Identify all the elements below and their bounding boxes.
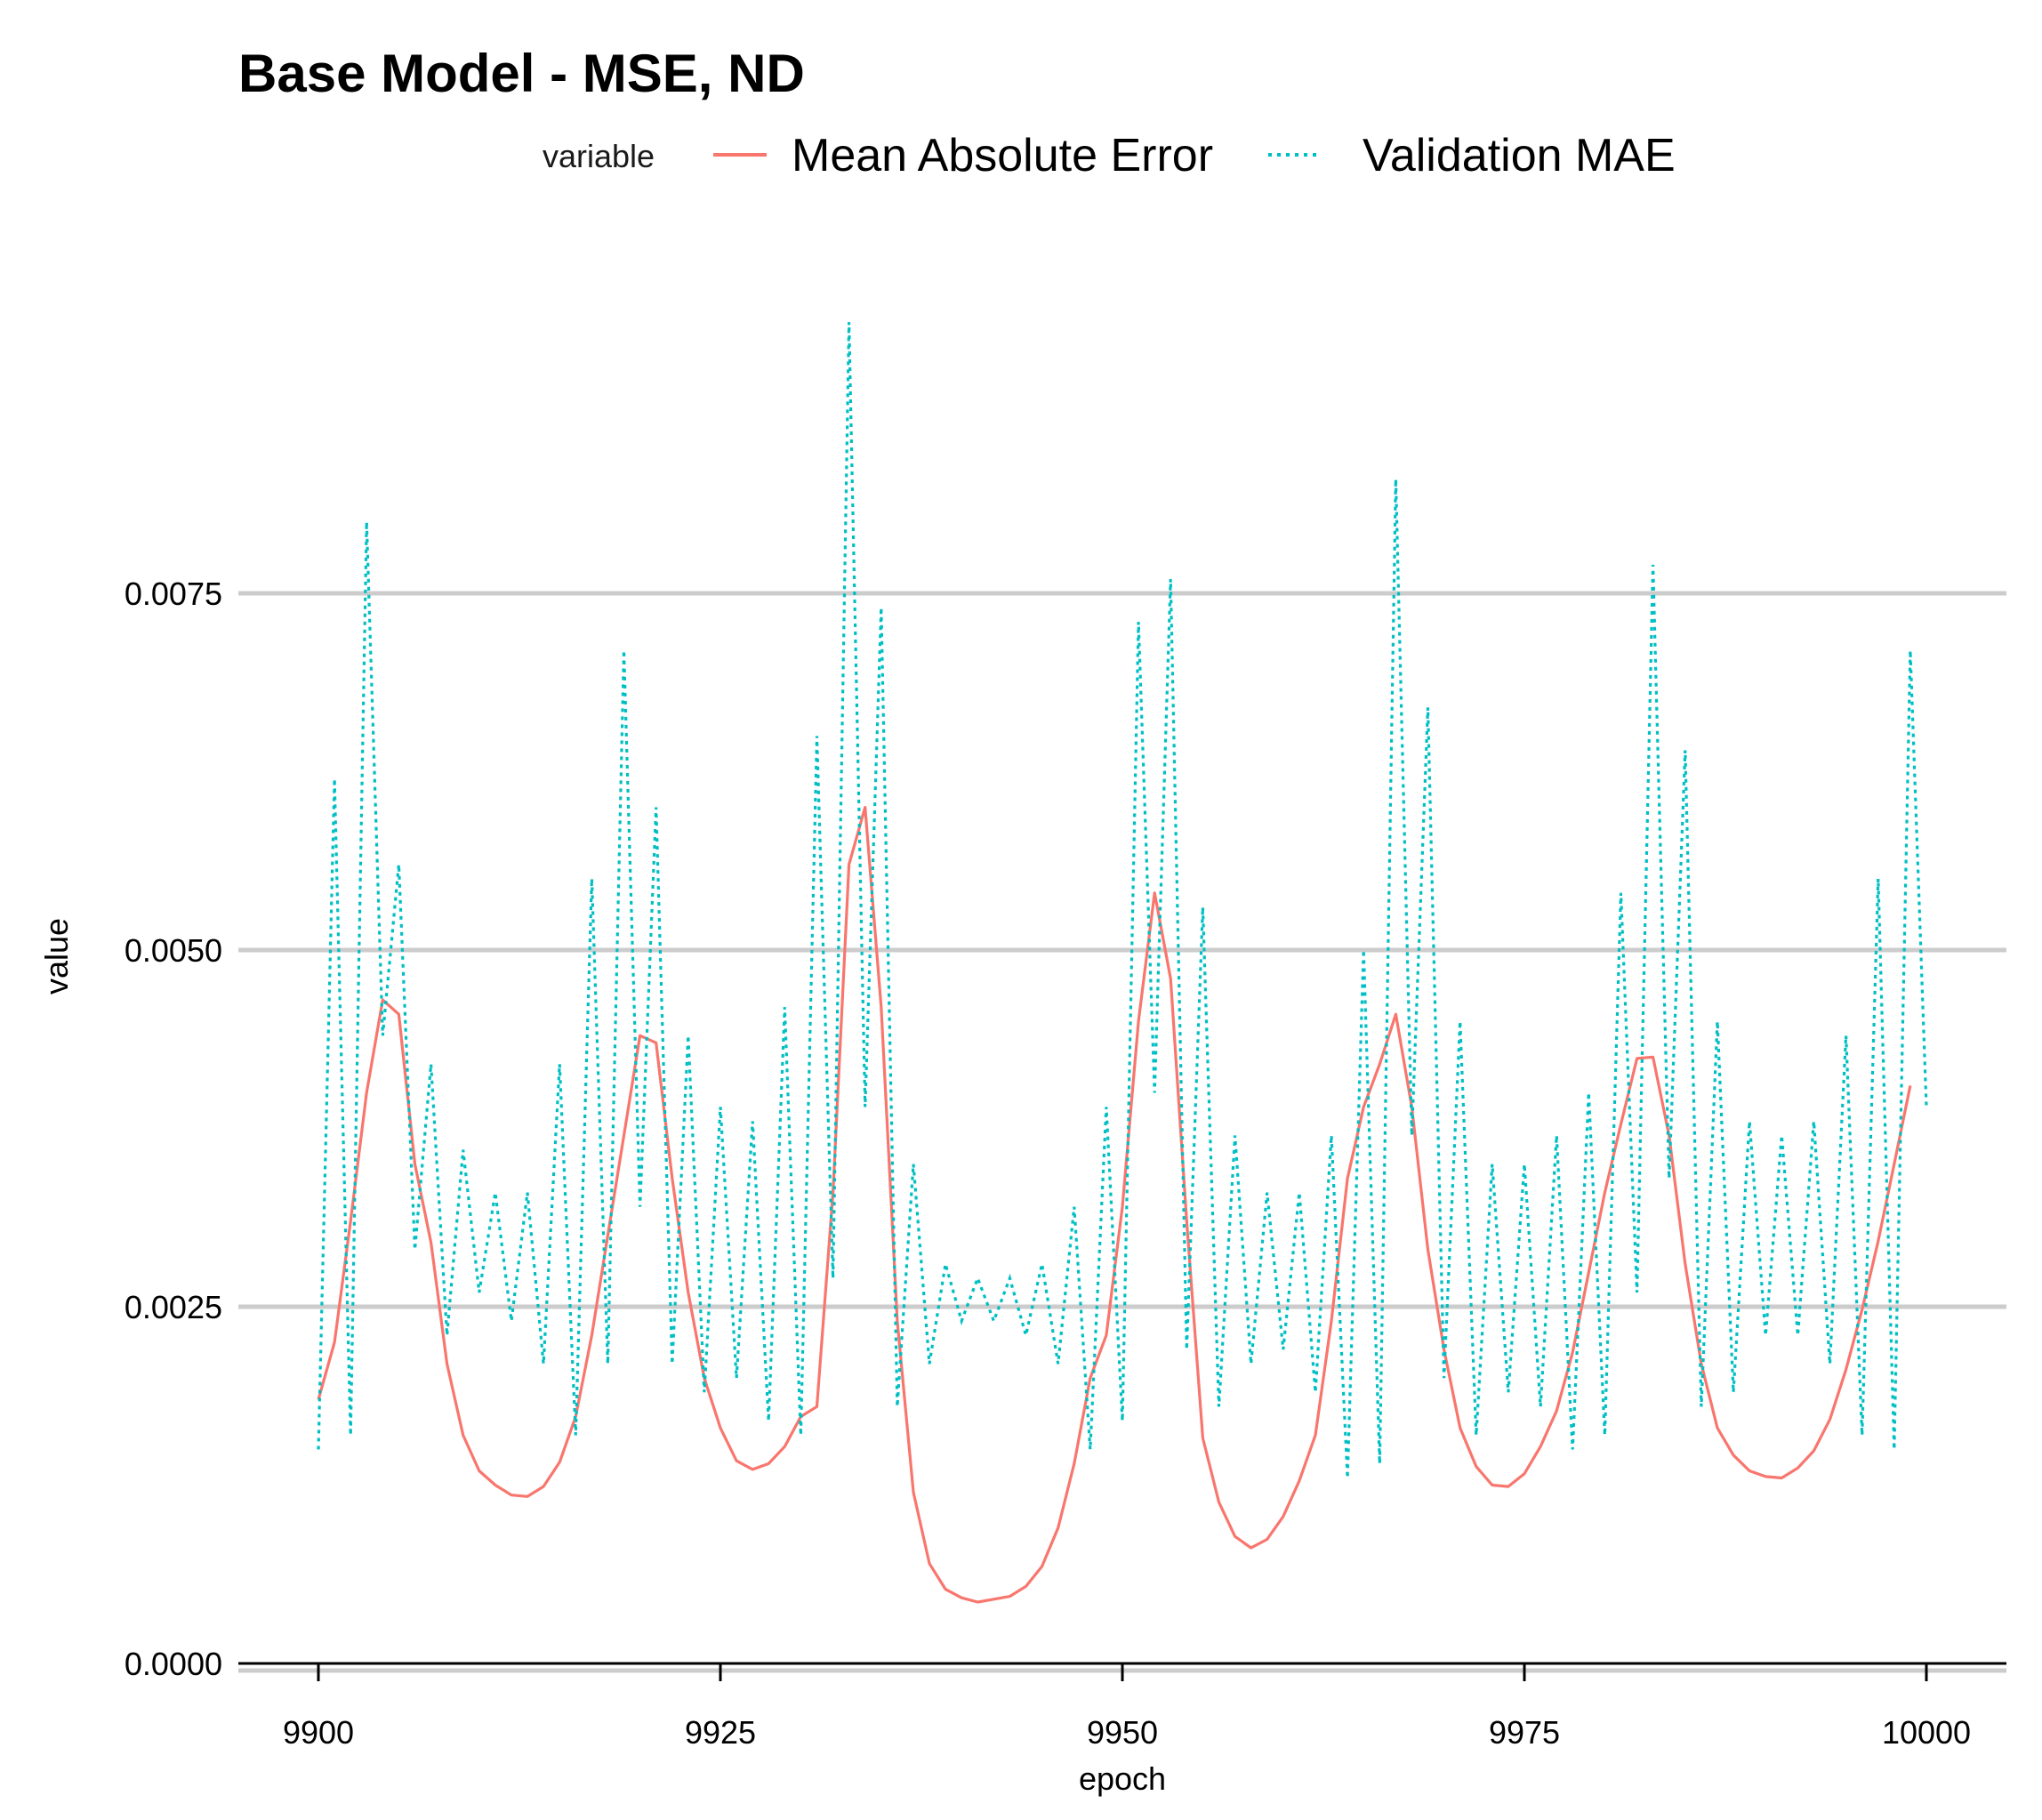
- gridlines: [238, 591, 2006, 1673]
- x-tick-label: 9950: [1087, 1714, 1158, 1751]
- series-layer: [317, 322, 1928, 1604]
- x-tick-label: 9925: [685, 1714, 756, 1751]
- y-tick-label: 0.0075: [125, 576, 222, 612]
- chart-title: Base Model - MSE, ND: [238, 44, 805, 103]
- y-axis-label: value: [38, 918, 75, 995]
- x-tick-label: 10000: [1882, 1714, 1971, 1751]
- x-axis-label: epoch: [1079, 1760, 1166, 1797]
- series-mean-absolute-error: [317, 805, 1912, 1604]
- y-tick-label: 0.0025: [125, 1289, 222, 1325]
- legend-title: variable: [543, 138, 655, 174]
- y-axis-ticks: 0.0000 0.0025 0.0050 0.0075: [125, 576, 222, 1682]
- legend-label-validation-mae: Validation MAE: [1363, 130, 1676, 181]
- legend-label-mean-absolute-error: Mean Absolute Error: [792, 130, 1213, 181]
- y-tick-label: 0.0000: [125, 1646, 222, 1682]
- x-tick-label: 9975: [1489, 1714, 1560, 1751]
- y-tick-label: 0.0050: [125, 932, 222, 969]
- legend: variable Mean Absolute Error Validation …: [543, 130, 1676, 181]
- x-tick-label: 9900: [283, 1714, 354, 1751]
- x-axis-ticks: 9900 9925 9950 9975 10000: [283, 1663, 1971, 1751]
